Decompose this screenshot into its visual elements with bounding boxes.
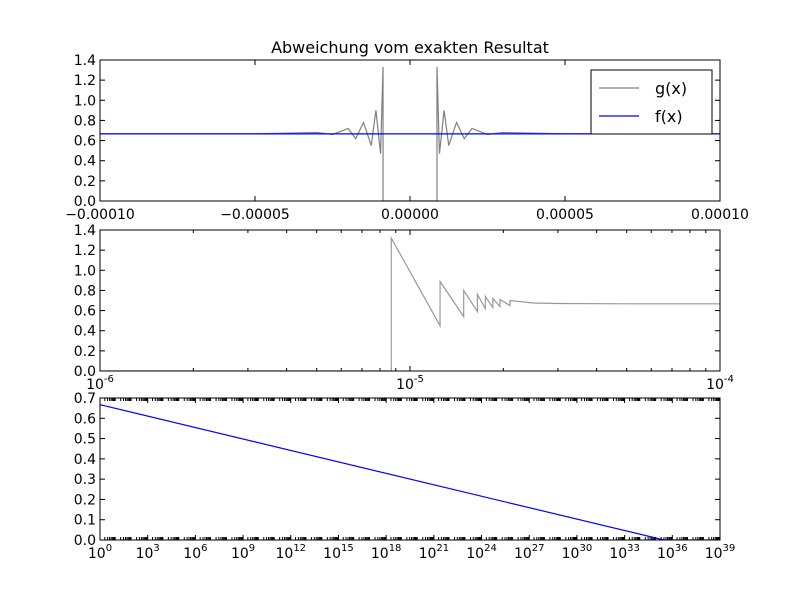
tick-exponent: -4 — [724, 374, 734, 385]
tick-exponent: -5 — [414, 374, 424, 385]
subplot-1: 0.0 0.2 0.4 0.6 0.8 1.0 1.2 1.4 −0.00010 −0.00005… — [65, 53, 749, 223]
y-tick-label: 1.4 — [74, 223, 96, 239]
legend: g(x) f(x) — [590, 69, 713, 135]
tick-base: 10 — [371, 546, 389, 562]
tick-exponent: 15 — [341, 543, 354, 554]
axes-frame — [99, 59, 721, 202]
legend-label: g(x) — [655, 79, 687, 98]
tick-exponent: 24 — [484, 543, 497, 554]
y-tick-label: 0.6 — [74, 411, 96, 427]
y-tick-label: 0.6 — [74, 134, 96, 150]
x-tick-label: 1030 — [562, 543, 593, 562]
subplot-2: 0.00.20.40.60.81.01.21.410-6 10-5 10-4 — [74, 223, 734, 393]
y-tick-label: 1.2 — [74, 243, 96, 259]
y-tick-label: 0.8 — [74, 283, 96, 299]
y-tick-label: 0.0 — [74, 364, 96, 380]
figure-title: Abweichung vom exakten Resultat — [271, 38, 549, 57]
tick-exponent: 18 — [389, 543, 402, 554]
tick-base: 10 — [609, 546, 627, 562]
tick-base: 10 — [86, 377, 104, 393]
tick-exponent: 6 — [201, 543, 207, 554]
tick-base: 10 — [514, 546, 532, 562]
x-tick-label: 1033 — [609, 543, 640, 562]
x-tick-label: −0.00005 — [220, 207, 290, 223]
y-tick-label: 1.2 — [74, 73, 96, 89]
x-tick-label: 1015 — [323, 543, 354, 562]
tick-exponent: 9 — [249, 543, 255, 554]
y-tick-label: 0.1 — [74, 513, 96, 529]
tick-base: 10 — [466, 546, 484, 562]
series-line-series-1 — [100, 235, 720, 371]
x-tick-label: 1036 — [657, 543, 688, 562]
series-line-g(x) — [100, 67, 720, 201]
x-tick-label: 109 — [231, 543, 255, 562]
y-tick-label: 1.0 — [74, 93, 96, 109]
tick-exponent: 21 — [436, 543, 449, 554]
tick-base: 10 — [323, 546, 341, 562]
y-tick-label: 0.3 — [74, 472, 96, 488]
y-tick-label: 0.0 — [74, 194, 96, 210]
tick-exponent: 39 — [723, 543, 736, 554]
tick-base: 10 — [706, 377, 724, 393]
y-tick-label: 0.0 — [74, 533, 96, 549]
tick-base: 10 — [657, 546, 675, 562]
tick-exponent: 12 — [293, 543, 306, 554]
y-tick-label: 0.4 — [74, 452, 96, 468]
tick-base: 10 — [419, 546, 437, 562]
tick-base: 10 — [88, 546, 106, 562]
y-tick-label: 1.4 — [74, 53, 96, 69]
tick-base: 10 — [231, 546, 249, 562]
y-tick-label: 1.0 — [74, 263, 96, 279]
x-tick-label: 10-5 — [396, 374, 424, 393]
tick-base: 10 — [275, 546, 293, 562]
tick-exponent: 36 — [675, 543, 688, 554]
legend-label: f(x) — [655, 107, 683, 126]
x-tick-label: 1021 — [419, 543, 450, 562]
y-tick-label: 0.8 — [74, 113, 96, 129]
y-tick-label: 0.4 — [74, 324, 96, 340]
x-tick-label: 0.00000 — [381, 207, 439, 223]
x-tick-label: 100 — [88, 543, 112, 562]
x-tick-label: 1018 — [371, 543, 402, 562]
tick-base: 10 — [705, 546, 723, 562]
tick-base: 10 — [562, 546, 580, 562]
legend-box — [590, 69, 713, 135]
x-tick-label: 10-6 — [86, 374, 114, 393]
axes-frame — [99, 229, 721, 372]
y-tick-label: 0.7 — [74, 391, 96, 407]
x-tick-label: 103 — [136, 543, 160, 562]
tick-exponent: 0 — [106, 543, 112, 554]
x-tick-label: 1039 — [705, 543, 736, 562]
x-tick-label: −0.00010 — [65, 207, 135, 223]
tick-exponent: -6 — [104, 374, 114, 385]
y-tick-label: 0.2 — [74, 174, 96, 190]
y-tick-label: 0.4 — [74, 154, 96, 170]
x-tick-label: 106 — [183, 543, 207, 562]
x-tick-label: 1027 — [514, 543, 545, 562]
tick-base: 10 — [136, 546, 154, 562]
x-tick-label: 0.00005 — [536, 207, 594, 223]
tick-base: 10 — [183, 546, 201, 562]
tick-exponent: 33 — [627, 543, 640, 554]
x-tick-label: 1024 — [466, 543, 497, 562]
x-tick-label: 10-4 — [706, 374, 734, 393]
y-tick-label: 0.2 — [74, 492, 96, 508]
tick-exponent: 27 — [532, 543, 545, 554]
tick-exponent: 30 — [579, 543, 592, 554]
x-tick-label: 0.00010 — [691, 207, 749, 223]
axes-frame — [99, 397, 721, 541]
y-tick-label: 0.2 — [74, 344, 96, 360]
series-line-series-1 — [100, 404, 720, 540]
tick-exponent: 3 — [153, 543, 159, 554]
y-tick-label: 0.5 — [74, 432, 96, 448]
x-tick-label: 1012 — [275, 543, 306, 562]
tick-base: 10 — [396, 377, 414, 393]
subplots-group: 0.00.20.40.60.81.01.21.4−0.00010 −0.00005… — [65, 53, 749, 562]
y-tick-label: 0.6 — [74, 304, 96, 320]
